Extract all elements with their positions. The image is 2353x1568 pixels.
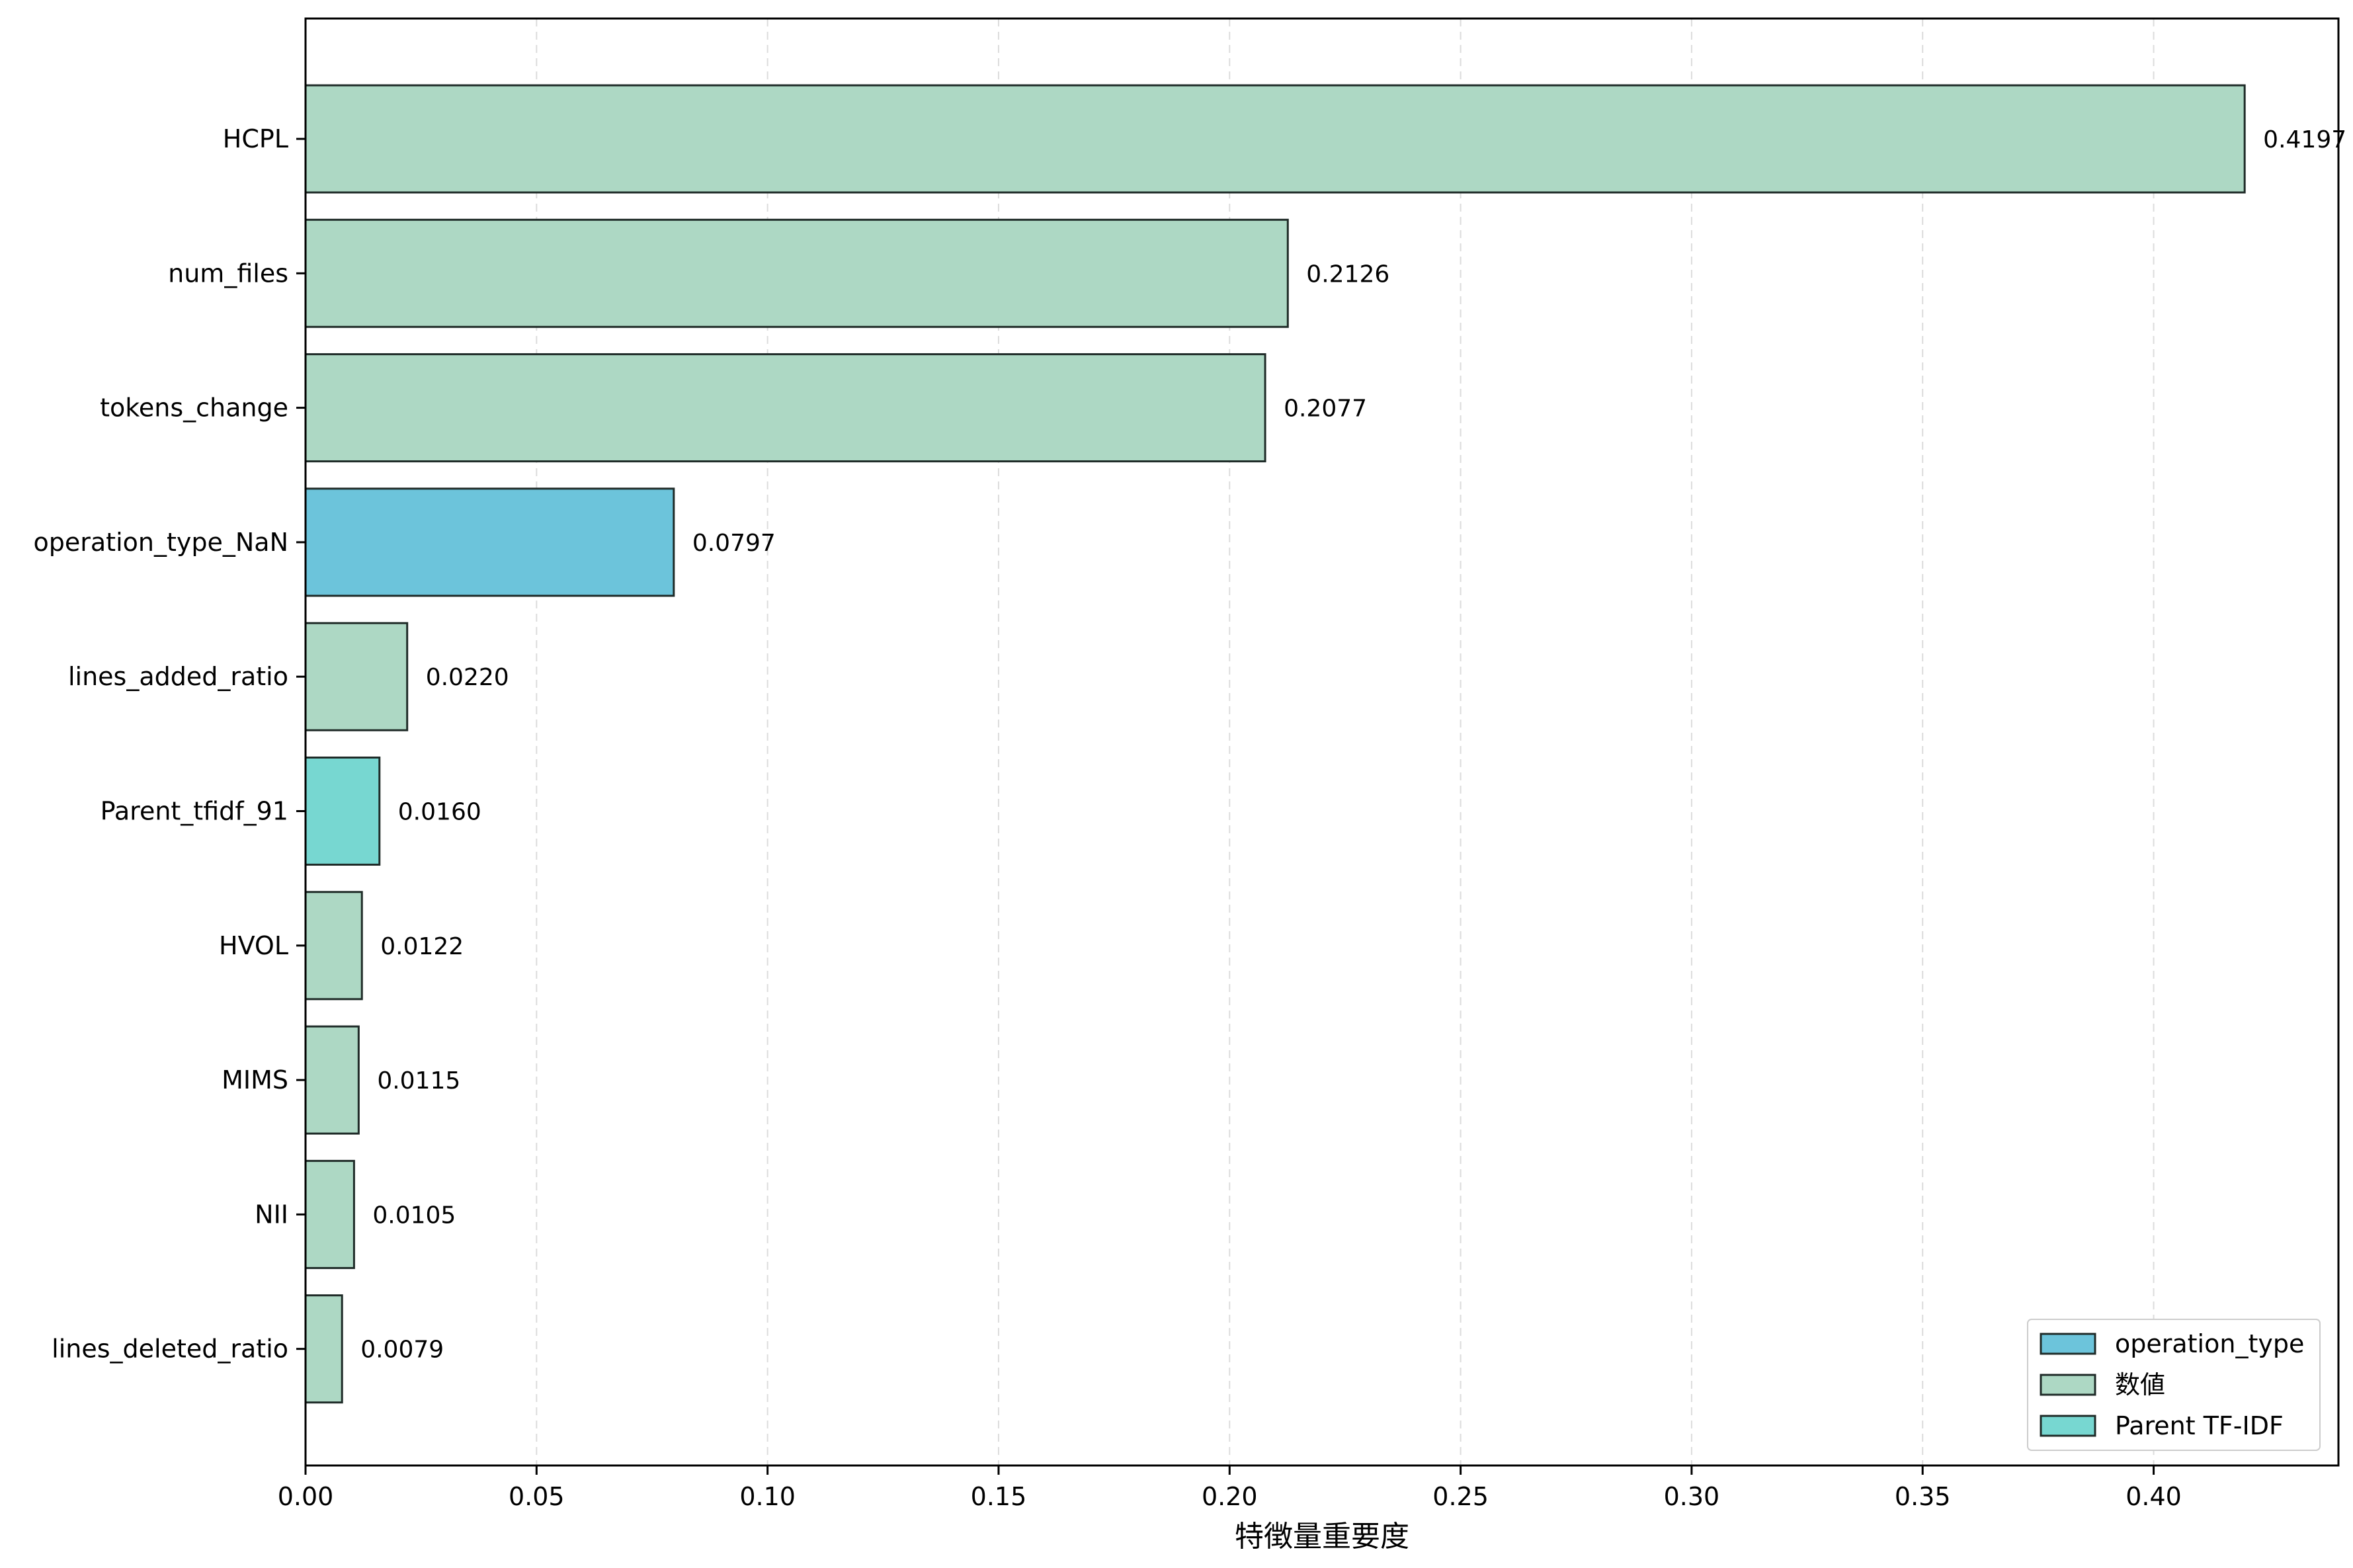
category-label: operation_type_NaN — [34, 528, 288, 557]
value-label: 0.2126 — [1306, 261, 1389, 288]
legend: operation_type 数値 Parent TF-IDF — [2027, 1319, 2321, 1451]
x-tick-label: 0.10 — [739, 1482, 796, 1511]
legend-label: operation_type — [2115, 1329, 2304, 1358]
category-label: HVOL — [219, 931, 288, 960]
bar — [304, 218, 1289, 328]
bar — [304, 622, 409, 731]
category-label: MIMS — [222, 1065, 288, 1094]
x-tick-label: 0.25 — [1432, 1482, 1489, 1511]
legend-swatch — [2040, 1374, 2096, 1396]
value-label: 0.0797 — [692, 530, 776, 557]
value-label: 0.0220 — [426, 664, 509, 691]
x-tick-label: 0.20 — [1202, 1482, 1258, 1511]
category-label: NII — [255, 1200, 288, 1229]
x-axis-ticks: 0.00 0.05 0.10 0.15 0.20 0.25 0.30 0.35 0.40 — [278, 1465, 2182, 1511]
category-label: HCPL — [223, 124, 288, 153]
x-axis-title: 特徴量重要度 — [1235, 1520, 1409, 1553]
x-tick-label: 0.05 — [509, 1482, 565, 1511]
value-label: 0.0160 — [398, 799, 481, 826]
legend-label: 数値 — [2115, 1370, 2165, 1399]
category-labels: HCPL num_files tokens_change operation_type… — [34, 124, 306, 1364]
legend-label: Parent TF-IDF — [2115, 1411, 2284, 1440]
bar — [304, 84, 2246, 194]
value-label: 0.0105 — [372, 1202, 456, 1229]
bar — [304, 891, 363, 1001]
x-tick-label: 0.00 — [278, 1482, 334, 1511]
bar — [304, 487, 675, 597]
category-label: tokens_change — [100, 393, 288, 423]
bar — [304, 1294, 343, 1404]
category-label: Parent_tfidf_91 — [101, 797, 288, 826]
category-label: num_files — [168, 259, 288, 288]
plot-frame — [304, 17, 2340, 1467]
legend-swatch — [2040, 1333, 2096, 1355]
bar — [304, 757, 381, 866]
bar — [304, 353, 1266, 463]
bar — [304, 1025, 360, 1135]
bars — [304, 84, 2246, 1404]
value-labels: 0.4197 0.2126 0.2077 0.0797 0.0220 0.0160 0.01… — [360, 126, 2346, 1364]
legend-box — [2027, 1319, 2321, 1451]
value-label: 0.0122 — [380, 933, 464, 960]
value-label: 0.0079 — [360, 1337, 444, 1364]
x-tick-label: 0.30 — [1664, 1482, 1720, 1511]
x-tick-label: 0.15 — [971, 1482, 1027, 1511]
value-label: 0.0115 — [377, 1067, 460, 1094]
bar — [304, 1159, 355, 1269]
category-label: lines_added_ratio — [68, 662, 288, 691]
legend-swatch — [2040, 1415, 2096, 1437]
value-label: 0.2077 — [1284, 395, 1367, 423]
x-tick-label: 0.35 — [1895, 1482, 1951, 1511]
value-label: 0.4197 — [2263, 126, 2346, 153]
category-label: lines_deleted_ratio — [52, 1335, 288, 1364]
x-tick-label: 0.40 — [2126, 1482, 2182, 1511]
